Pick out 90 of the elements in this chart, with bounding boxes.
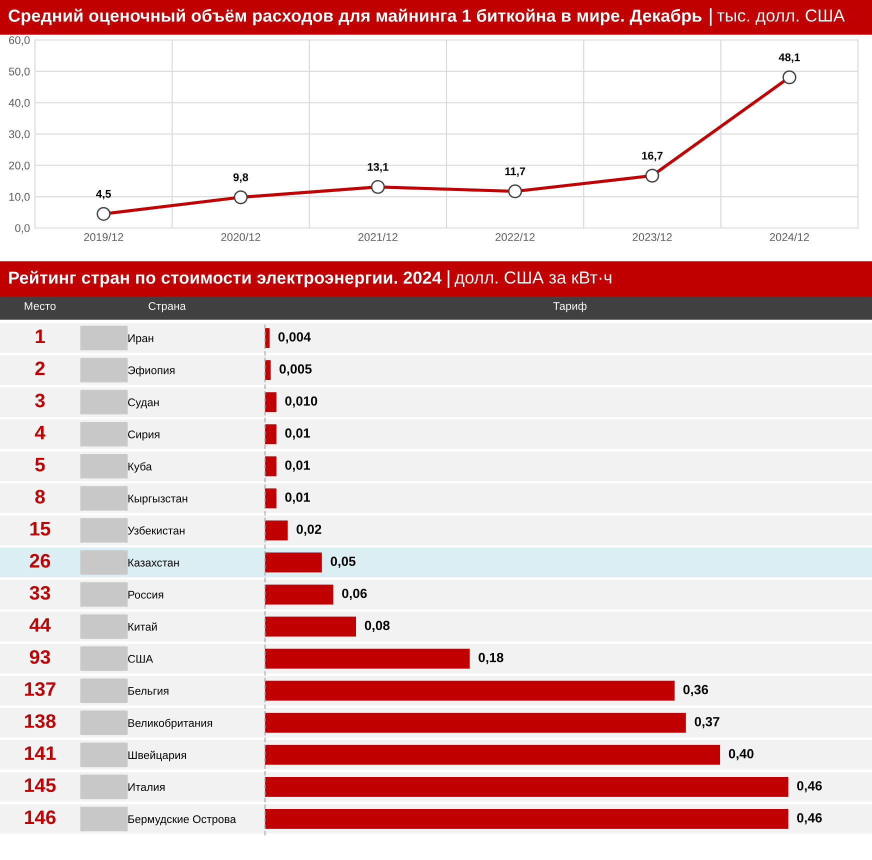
y-tick-label: Эфиопия xyxy=(128,366,174,376)
text: 93 xyxy=(30,650,50,664)
text: 15 xyxy=(30,522,50,536)
y-tick-label: США xyxy=(128,654,154,663)
bar xyxy=(265,456,276,476)
chart-title: Рейтинг стран по стоимости электроэнергии. 2024 xyxy=(9,270,442,288)
x-tick-label: 2023/12 xyxy=(632,232,672,242)
bar xyxy=(265,488,276,508)
bar xyxy=(265,648,470,669)
data-label: 0,005 xyxy=(280,364,312,376)
y-tick-label: Великобритания xyxy=(128,718,212,730)
chart-subtitle: тыс. долл. США xyxy=(717,9,845,25)
y-tick-label: Россия xyxy=(128,590,164,599)
y-tick-label: 20,0 xyxy=(9,162,30,171)
text: 8 xyxy=(35,490,45,504)
text: 26 xyxy=(30,554,50,568)
text: 145 xyxy=(25,778,56,792)
y-tick-label: Италия xyxy=(128,783,165,792)
data-label: 16,7 xyxy=(642,152,663,162)
y-tick-label: 10,0 xyxy=(9,192,30,202)
bar xyxy=(265,616,356,637)
bar xyxy=(265,776,788,797)
text: 2 xyxy=(35,362,45,376)
y-tick-label: 60,0 xyxy=(9,36,30,46)
data-label: 0,08 xyxy=(364,620,390,632)
text: 141 xyxy=(25,746,56,760)
bar xyxy=(265,680,675,701)
data-label: 0,01 xyxy=(285,492,310,504)
bar xyxy=(265,744,720,765)
chart-subtitle: долл. США за кВт·ч xyxy=(454,271,612,287)
data-label: 0,36 xyxy=(683,684,708,696)
text: 33 xyxy=(30,586,50,600)
y-tick-label: Узбекистан xyxy=(128,526,184,535)
text: 3 xyxy=(35,394,45,408)
data-label: 0,37 xyxy=(694,716,720,728)
data-label: 0,40 xyxy=(728,749,754,760)
text: 5 xyxy=(35,458,45,472)
text: 146 xyxy=(25,810,56,824)
data-label: 11,7 xyxy=(505,168,526,177)
y-tick-label: 30,0 xyxy=(8,130,30,140)
text: Страна xyxy=(148,302,186,312)
data-label: 0,01 xyxy=(285,460,310,472)
text: 44 xyxy=(29,618,51,632)
x-tick-label: 2019/12 xyxy=(84,232,124,242)
y-tick-label: Казахстан xyxy=(128,558,179,567)
data-label: 4,5 xyxy=(96,190,111,200)
data-label: 0,46 xyxy=(797,813,822,824)
text: 4 xyxy=(34,426,46,440)
bar xyxy=(265,328,270,348)
data-label: 0,06 xyxy=(342,588,367,600)
data-label: 0,01 xyxy=(285,428,310,440)
data-label: 13,1 xyxy=(368,163,388,172)
bar xyxy=(265,392,276,412)
text: Тариф xyxy=(553,302,587,312)
y-tick-label: 50,0 xyxy=(8,68,30,77)
data-label: 0,010 xyxy=(285,396,318,408)
data-label: 9,8 xyxy=(233,173,248,183)
bar xyxy=(265,712,686,733)
bar xyxy=(265,552,322,572)
data-label: 0,18 xyxy=(478,652,504,664)
bar xyxy=(265,584,334,604)
y-tick-label: Куба xyxy=(128,462,152,473)
bar xyxy=(265,360,271,380)
bar xyxy=(265,520,288,540)
x-tick-label: 2021/12 xyxy=(358,232,398,242)
chart-title: Средний оценочный объём расходов для майнинга 1 биткойна в мире. Декабрь xyxy=(8,8,702,26)
y-tick-label: 0,0 xyxy=(15,224,30,234)
text: 138 xyxy=(25,714,56,728)
y-tick-label: Сирия xyxy=(128,430,160,441)
text: 1 xyxy=(36,330,45,344)
text: Место xyxy=(24,302,56,310)
x-tick-label: 2024/12 xyxy=(770,232,809,242)
data-label: 0,004 xyxy=(278,332,311,344)
text: 137 xyxy=(25,682,56,696)
y-tick-label: Бермудские Острова xyxy=(128,815,236,826)
y-tick-label: Судан xyxy=(128,398,159,408)
data-label: 0,05 xyxy=(330,556,356,568)
data-label: 0,02 xyxy=(296,524,322,536)
y-tick-label: Бельгия xyxy=(128,687,168,695)
x-tick-label: 2020/12 xyxy=(221,232,260,242)
x-tick-label: 2022/12 xyxy=(496,232,535,242)
data-label: 48,1 xyxy=(778,53,800,63)
y-tick-label: Швейцария xyxy=(128,750,186,762)
bar xyxy=(265,424,276,444)
bar xyxy=(265,809,788,829)
y-tick-label: Кыргызстан xyxy=(128,494,188,505)
y-tick-label: Иран xyxy=(128,334,154,344)
y-tick-label: Китай xyxy=(128,622,157,631)
data-label: 0,46 xyxy=(797,781,822,792)
y-tick-label: 40,0 xyxy=(8,98,30,108)
